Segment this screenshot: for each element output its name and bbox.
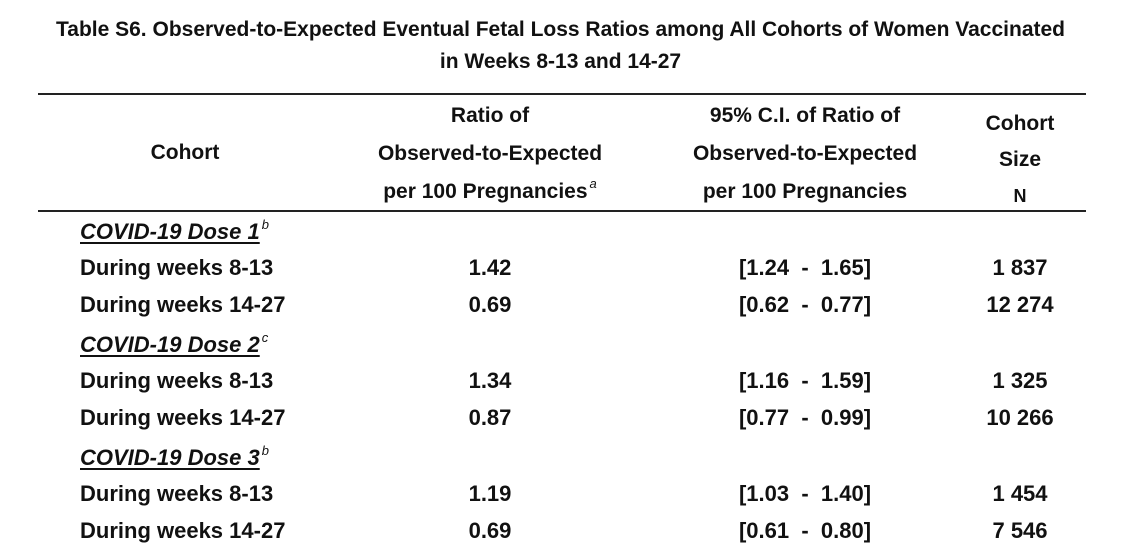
table-row-ratio: 1.42 bbox=[468, 255, 512, 280]
ci-low: [1.03 bbox=[738, 481, 790, 506]
header-size-line-3: N bbox=[1013, 186, 1027, 206]
ci-high: 0.80] bbox=[820, 518, 872, 543]
table-row-size: 7 546 bbox=[992, 518, 1048, 543]
group-label-text: COVID-19 Dose 2 bbox=[80, 332, 260, 357]
header-bottom-rule bbox=[38, 210, 1086, 212]
table-title-line-2: in Weeks 8-13 and 14-27 bbox=[439, 50, 682, 73]
header-ci-line-3: per 100 Pregnancies bbox=[702, 180, 908, 203]
table-row-cohort: During weeks 14-27 bbox=[80, 518, 286, 543]
ci-high: 0.77] bbox=[820, 292, 872, 317]
ci-separator: - bbox=[801, 481, 809, 506]
ci-high: 1.65] bbox=[820, 255, 872, 280]
table-row-size: 12 274 bbox=[986, 292, 1054, 317]
header-ratio-line-1: Ratio of bbox=[450, 104, 530, 127]
table-row-ci: [0.61 - 0.80] bbox=[670, 512, 940, 550]
footnote-marker: b bbox=[261, 217, 269, 232]
header-size-line-2: Size bbox=[998, 148, 1042, 171]
header-ci-line-2: Observed-to-Expected bbox=[692, 142, 918, 165]
table-row-ratio: 0.87 bbox=[468, 405, 512, 430]
header-cohort: Cohort bbox=[80, 134, 290, 172]
header-ratio-line-3: per 100 Pregnancies a bbox=[360, 173, 620, 213]
table-row-size: 1 454 bbox=[992, 481, 1048, 506]
table-title: Table S6. Observed-to-Expected Eventual … bbox=[0, 14, 1121, 78]
table-row-cohort: During weeks 8-13 bbox=[80, 368, 274, 393]
ci-separator: - bbox=[801, 518, 809, 543]
table-row-ratio: 1.34 bbox=[468, 368, 512, 393]
table-row-ci: [1.24 - 1.65] bbox=[670, 249, 940, 287]
table-row-ci: [1.03 - 1.40] bbox=[670, 475, 940, 513]
table-row-ratio: 0.69 bbox=[468, 518, 512, 543]
table-row-size: 1 837 bbox=[992, 255, 1048, 280]
header-cohort-label: Cohort bbox=[150, 141, 220, 164]
table-row-size: 10 266 bbox=[986, 405, 1054, 430]
table-row-ci: [1.16 - 1.59] bbox=[670, 362, 940, 400]
header-size-line-1: Cohort bbox=[985, 112, 1055, 135]
header-ci-line-1: 95% C.I. of Ratio of bbox=[709, 104, 901, 127]
table-row-ratio: 1.19 bbox=[468, 481, 512, 506]
ci-low: [0.62 bbox=[738, 292, 790, 317]
ci-low: [0.61 bbox=[738, 518, 790, 543]
ci-separator: - bbox=[801, 405, 809, 430]
ci-high: 0.99] bbox=[820, 405, 872, 430]
ci-separator: - bbox=[801, 292, 809, 317]
table-row-cohort: During weeks 8-13 bbox=[80, 255, 274, 280]
ci-separator: - bbox=[801, 255, 809, 280]
table-top-rule bbox=[38, 93, 1086, 95]
footnote-a-marker: a bbox=[589, 176, 597, 191]
table-row-cohort: During weeks 14-27 bbox=[80, 292, 286, 317]
header-size: Cohort Size N bbox=[960, 106, 1080, 214]
ci-separator: - bbox=[801, 368, 809, 393]
table-row-ci: [0.62 - 0.77] bbox=[670, 286, 940, 324]
footnote-marker: c bbox=[261, 330, 269, 345]
table-row-ratio: 0.69 bbox=[468, 292, 512, 317]
header-ratio-line-3-text: per 100 Pregnancies bbox=[383, 180, 588, 203]
table-title-line-1: Table S6. Observed-to-Expected Eventual … bbox=[56, 18, 1065, 41]
ci-low: [1.24 bbox=[738, 255, 790, 280]
header-ratio: Ratio of Observed-to-Expected per 100 Pr… bbox=[360, 97, 620, 213]
table-row-cohort: During weeks 8-13 bbox=[80, 481, 274, 506]
table-row-cohort: During weeks 14-27 bbox=[80, 405, 286, 430]
ci-high: 1.40] bbox=[820, 481, 872, 506]
table-row-size: 1 325 bbox=[992, 368, 1048, 393]
ci-low: [1.16 bbox=[738, 368, 790, 393]
header-ci: 95% C.I. of Ratio of Observed-to-Expecte… bbox=[670, 97, 940, 211]
group-label-text: COVID-19 Dose 3 bbox=[80, 445, 260, 470]
header-ratio-line-2: Observed-to-Expected bbox=[377, 142, 603, 165]
ci-low: [0.77 bbox=[738, 405, 790, 430]
table-row-ci: [0.77 - 0.99] bbox=[670, 399, 940, 437]
ci-high: 1.59] bbox=[820, 368, 872, 393]
group-label-text: COVID-19 Dose 1 bbox=[80, 219, 260, 244]
footnote-marker: b bbox=[261, 443, 269, 458]
